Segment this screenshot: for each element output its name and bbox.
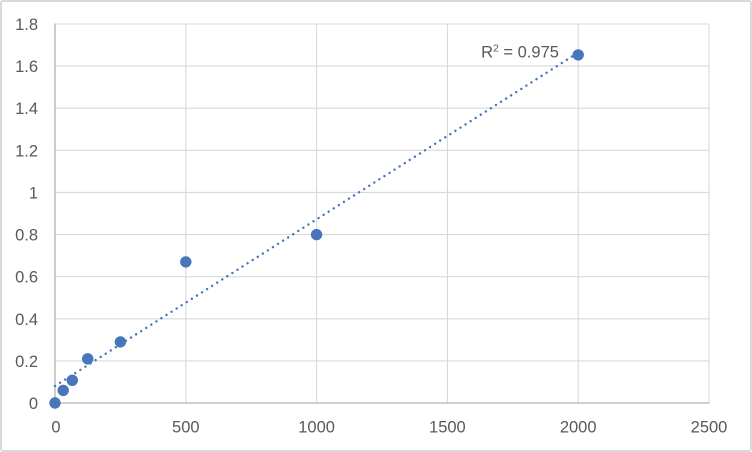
svg-text:2000: 2000 [560, 419, 597, 437]
svg-text:R2 = 0.975: R2 = 0.975 [481, 43, 559, 62]
svg-text:1.2: 1.2 [15, 142, 38, 160]
svg-text:1.6: 1.6 [15, 58, 38, 76]
svg-text:0: 0 [51, 419, 60, 437]
svg-text:0.8: 0.8 [15, 227, 38, 245]
svg-text:0.2: 0.2 [15, 353, 38, 371]
svg-text:1.8: 1.8 [15, 16, 38, 34]
svg-text:1.4: 1.4 [15, 100, 38, 118]
svg-text:0.6: 0.6 [15, 269, 38, 287]
svg-text:500: 500 [172, 419, 200, 437]
svg-text:1500: 1500 [429, 419, 466, 437]
svg-text:1: 1 [29, 184, 38, 202]
svg-text:1000: 1000 [298, 419, 335, 437]
svg-text:2500: 2500 [691, 419, 728, 437]
svg-text:0.4: 0.4 [15, 311, 38, 329]
svg-text:0: 0 [29, 395, 38, 413]
